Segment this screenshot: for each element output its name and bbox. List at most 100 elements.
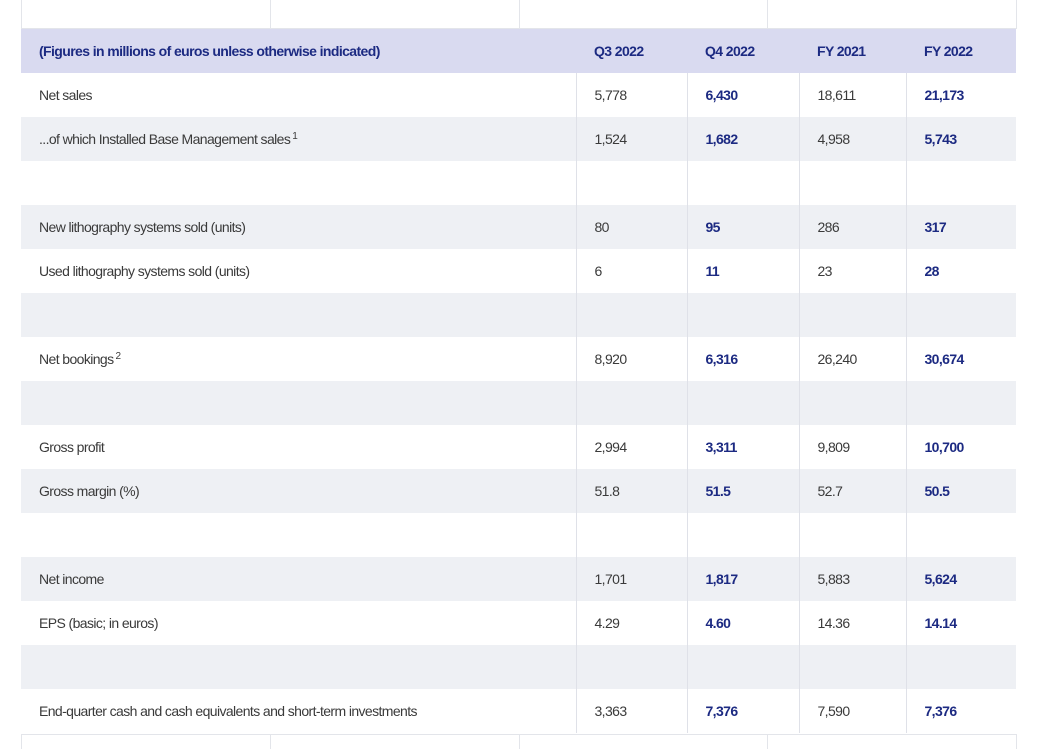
value-cell: 51.5	[686, 469, 799, 513]
row-label: Net income	[21, 557, 576, 601]
row: Net income 1,701 1,817 5,883 5,624	[21, 557, 1016, 601]
value-cell: 14.36	[798, 601, 906, 645]
empty-cell	[905, 161, 1016, 205]
row-label: New lithography systems sold (units)	[21, 205, 576, 249]
value-cell: 26,240	[798, 337, 906, 381]
spacer-row	[21, 645, 1016, 689]
value-cell: 4.60	[686, 601, 799, 645]
value-cell: 18,611	[798, 73, 906, 117]
empty-cell	[798, 381, 906, 425]
empty-cell	[798, 161, 906, 205]
label-text: Net sales	[39, 87, 93, 103]
value-cell: 5,624	[905, 557, 1016, 601]
value-cell: 14.14	[905, 601, 1016, 645]
value-cell: 11	[686, 249, 799, 293]
value-cell: 6	[575, 249, 687, 293]
empty-cell	[575, 513, 687, 557]
header-row: (Figures in millions of euros unless oth…	[21, 29, 1016, 73]
empty-cell	[21, 161, 576, 205]
empty-cell	[686, 161, 799, 205]
row-label: Gross profit	[21, 425, 576, 469]
label-text: End-quarter cash and cash equivalents an…	[39, 703, 418, 719]
header-cell: (Figures in millions of euros unless oth…	[21, 29, 576, 73]
value-cell: 80	[575, 205, 687, 249]
top-strip	[21, 0, 1017, 29]
value-cell: 50.5	[905, 469, 1016, 513]
label-text: ...of which Installed Base Management sa…	[39, 131, 291, 147]
spacer-row	[21, 513, 1016, 557]
row: End-quarter cash and cash equivalents an…	[21, 689, 1016, 733]
value-cell: 1,701	[575, 557, 687, 601]
empty-cell	[21, 381, 576, 425]
value-cell: 1,682	[686, 117, 799, 161]
header-cell: FY 2021	[799, 29, 906, 73]
empty-cell	[798, 293, 906, 337]
value-cell: 95	[686, 205, 799, 249]
value-cell: 8,920	[575, 337, 687, 381]
empty-cell	[686, 381, 799, 425]
empty-cell	[575, 381, 687, 425]
footnote-mark: 1	[292, 131, 298, 142]
empty-cell	[686, 645, 799, 689]
row: Gross margin (%) 51.8 51.5 52.7 50.5	[21, 469, 1016, 513]
spacer-row	[21, 293, 1016, 337]
empty-cell	[905, 381, 1016, 425]
value-cell: 317	[905, 205, 1016, 249]
value-cell: 10,700	[905, 425, 1016, 469]
empty-cell	[905, 293, 1016, 337]
empty-cell	[798, 513, 906, 557]
value-cell: 6,430	[686, 73, 799, 117]
value-cell: 5,778	[575, 73, 687, 117]
label-text: New lithography systems sold (units)	[39, 219, 246, 235]
label-text: Gross profit	[39, 439, 105, 455]
row-label: Used lithography systems sold (units)	[21, 249, 576, 293]
value-cell: 52.7	[798, 469, 906, 513]
value-cell: 30,674	[905, 337, 1016, 381]
label-text: Used lithography systems sold (units)	[39, 263, 250, 279]
value-cell: 7,376	[905, 689, 1016, 733]
row-label: Net sales	[21, 73, 576, 117]
empty-cell	[575, 161, 687, 205]
empty-cell	[575, 645, 687, 689]
value-cell: 9,809	[798, 425, 906, 469]
value-cell: 51.8	[575, 469, 687, 513]
row: Net sales 5,778 6,430 18,611 21,173	[21, 73, 1016, 117]
empty-cell	[575, 293, 687, 337]
row: New lithography systems sold (units) 80 95…	[21, 205, 1016, 249]
bottom-strip	[21, 734, 1017, 749]
value-cell: 4,958	[798, 117, 906, 161]
value-cell: 7,590	[798, 689, 906, 733]
empty-cell	[686, 513, 799, 557]
label-text: Net bookings	[39, 351, 114, 367]
value-cell: 6,316	[686, 337, 799, 381]
value-cell: 5,883	[798, 557, 906, 601]
empty-cell	[21, 293, 576, 337]
value-cell: 286	[798, 205, 906, 249]
label-text: Gross margin (%)	[39, 483, 140, 499]
value-cell: 3,311	[686, 425, 799, 469]
row-label: EPS (basic; in euros)	[21, 601, 576, 645]
row-label: Net bookings 2	[21, 337, 576, 381]
header-cell: Q4 2022	[687, 29, 799, 73]
empty-cell	[686, 293, 799, 337]
value-cell: 7,376	[686, 689, 799, 733]
row: Net bookings 2 8,920 6,316 26,240 30,674	[21, 337, 1016, 381]
row: EPS (basic; in euros) 4.29 4.60 14.36 14.14	[21, 601, 1016, 645]
value-cell: 21,173	[905, 73, 1016, 117]
empty-cell	[798, 645, 906, 689]
header-cell: Q3 2022	[576, 29, 687, 73]
label-text: EPS (basic; in euros)	[39, 615, 159, 631]
row-label: ...of which Installed Base Management sa…	[21, 117, 576, 161]
row: Used lithography systems sold (units) 6 11…	[21, 249, 1016, 293]
row-label: End-quarter cash and cash equivalents an…	[21, 689, 576, 733]
spacer-row	[21, 381, 1016, 425]
empty-cell	[905, 513, 1016, 557]
value-cell: 3,363	[575, 689, 687, 733]
footnote-mark: 2	[115, 351, 122, 362]
results-table: (Figures in millions of euros unless oth…	[21, 29, 1016, 733]
row: ...of which Installed Base Management sa…	[21, 117, 1016, 161]
empty-cell	[905, 645, 1016, 689]
value-cell: 23	[798, 249, 906, 293]
value-cell: 5,743	[905, 117, 1016, 161]
